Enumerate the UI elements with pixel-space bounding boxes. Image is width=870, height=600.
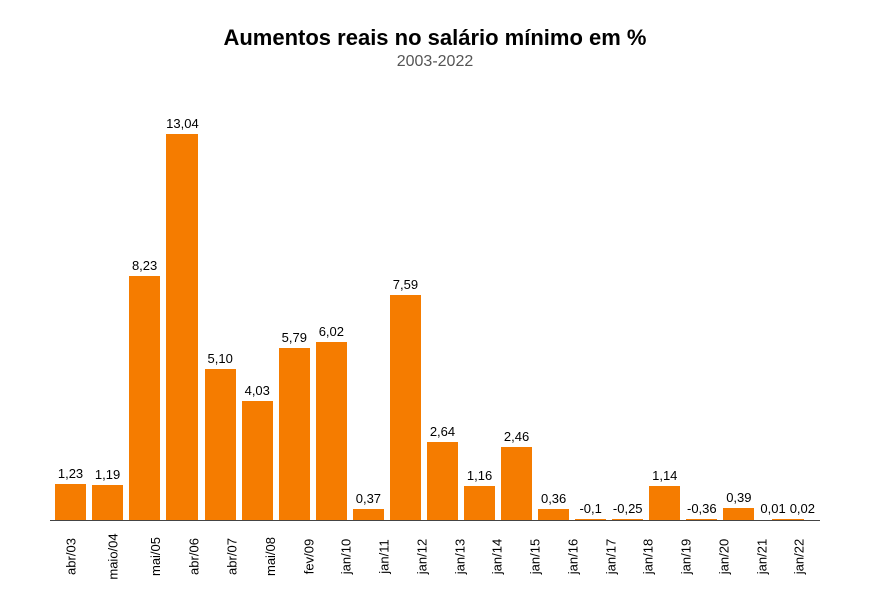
chart-title: Aumentos reais no salário mínimo em % [40,25,830,51]
bar-rect [427,442,458,520]
bar-slot: 4,03 [239,91,276,520]
bar-value-label: 13,04 [166,117,199,130]
bar-slot: 6,02 [313,91,350,520]
bar-value-label: 5,10 [208,352,233,365]
bar-value-label: -0,25 [613,502,643,515]
bar-rect [464,486,495,520]
x-axis-label: jan/19 [678,538,693,576]
x-axis-label: mai/08 [263,537,278,576]
x-axis-label: jan/18 [641,538,656,576]
bar-slot: 2,46 [498,91,535,520]
x-axis-label: jan/12 [414,538,429,576]
bar-rect [353,509,384,520]
bar-value-label: -0,36 [687,502,717,515]
bar-rect [501,447,532,520]
bar-value-label: 0,01 [760,502,785,515]
x-axis-label: abr/03 [63,538,78,576]
bar-value-label-extra: 0,02 [790,502,815,515]
bar-slot: 7,59 [387,91,424,520]
bar-value-label-pair: 0,01 0,02 [760,502,815,519]
x-axis-label: maio/04 [105,533,120,579]
bar-rect [316,342,347,520]
bar-value-label: 0,36 [541,492,566,505]
bar-rect [575,519,606,520]
bar-slot: 1,23 [52,91,89,520]
bar-value-label: 6,02 [319,325,344,338]
bar-rect [390,295,421,520]
bar-value-label: 1,19 [95,468,120,481]
x-axis-label: jan/20 [716,538,731,576]
bar-value-label: 0,37 [356,492,381,505]
x-axis-label: abr/06 [186,538,201,576]
bar-slot: -0,1 [572,91,609,520]
x-axis-label: jan/16 [565,538,580,576]
x-axis-label: jan/22 [792,538,807,576]
bar-value-label: 5,79 [282,331,307,344]
bar-value-label: 2,64 [430,425,455,438]
x-axis-label: jan/13 [452,538,467,576]
bar-slot: 2,64 [424,91,461,520]
x-axis-label: fev/09 [301,538,316,576]
bar-value-label: 7,59 [393,278,418,291]
bar-slot: 1,19 [89,91,126,520]
bar-slot: 0,01 0,02 [757,91,818,520]
chart-container: Aumentos reais no salário mínimo em % 20… [0,0,870,600]
bar-rect [772,519,804,520]
bar-value-label: 1,23 [58,467,83,480]
bar-rect [205,369,236,520]
bar-slot: 0,37 [350,91,387,520]
x-axis-label: jan/17 [603,538,618,576]
chart-subtitle: 2003-2022 [40,53,830,71]
bar-slot: 13,04 [163,91,202,520]
x-axis-label: jan/10 [339,538,354,576]
bar-rect [129,276,160,520]
bar-slot: -0,36 [683,91,720,520]
bar-rect [242,401,273,520]
bar-slot: -0,25 [609,91,646,520]
bar-rect [686,519,717,520]
bar-slot: 5,10 [202,91,239,520]
bar-rect [612,519,643,520]
x-axis-label: jan/15 [527,538,542,576]
bar-slot: 1,14 [646,91,683,520]
bar-rect [279,348,310,520]
bars-row: 1,23 1,19 8,23 13,04 5,10 4,03 5,79 6,02 0,37 7,5… [50,91,820,520]
bar-rect [649,486,680,520]
bar-slot: 0,36 [535,91,572,520]
bar-value-label: 1,16 [467,469,492,482]
bar-value-label: -0,1 [579,502,601,515]
bar-value-label: 1,14 [652,469,677,482]
x-axis-label: jan/14 [490,538,505,576]
bar-value-label: 4,03 [245,384,270,397]
bar-rect [55,484,86,520]
x-axis-label: jan/21 [754,538,769,576]
bar-rect [723,508,754,520]
x-axis-label: abr/07 [224,538,239,576]
plot-area: 1,23 1,19 8,23 13,04 5,10 4,03 5,79 6,02 0,37 7,5… [50,91,820,521]
bar-slot: 0,39 [720,91,757,520]
x-axis-label: mai/05 [148,537,163,576]
bar-rect [92,485,123,520]
bar-value-label: 0,39 [726,491,751,504]
bar-slot: 5,79 [276,91,313,520]
bar-slot: 1,16 [461,91,498,520]
bar-slot: 8,23 [126,91,163,520]
bar-value-label: 8,23 [132,259,157,272]
bar-rect [166,134,198,520]
bar-value-label: 2,46 [504,430,529,443]
x-axis-labels: abr/03maio/04mai/05abr/06abr/07mai/08fev… [50,529,820,544]
x-axis-label: jan/11 [376,538,391,576]
bar-rect [538,509,569,520]
